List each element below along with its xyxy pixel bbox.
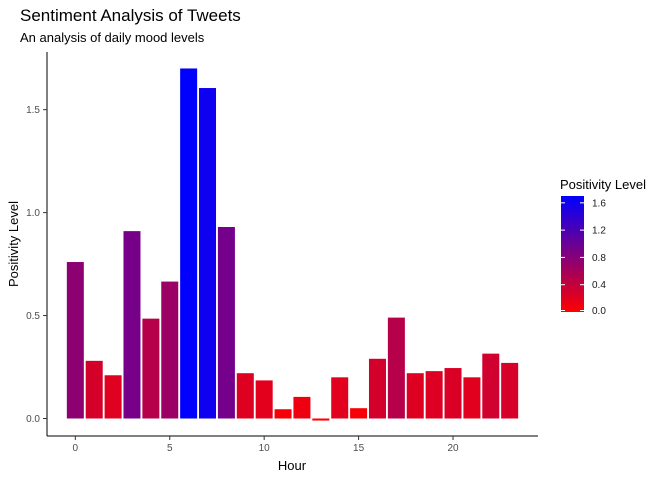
bar-hour-2 (104, 375, 122, 419)
bar-hour-4 (142, 318, 160, 419)
bar-hour-13 (312, 418, 330, 421)
chart-title: Sentiment Analysis of Tweets (20, 6, 241, 25)
y-tick-label: 1.0 (26, 208, 40, 219)
bar-hour-22 (482, 353, 500, 419)
bar-hour-15 (350, 408, 368, 419)
bar-hour-17 (387, 317, 405, 419)
bar-hour-10 (255, 380, 273, 419)
colorbar-label: 0.8 (592, 253, 606, 264)
colorbar-label: 1.2 (592, 226, 606, 237)
bar-hour-23 (501, 362, 519, 419)
bar-hour-1 (85, 360, 103, 419)
colorbar-label: 0.4 (592, 280, 606, 291)
bar-hour-6 (180, 68, 198, 419)
bar-hour-7 (199, 88, 217, 419)
y-tick-label: 1.5 (26, 105, 40, 116)
bar-hour-5 (161, 281, 179, 419)
colorbar-label: 1.6 (592, 198, 606, 209)
colorbar-legend: Positivity Level 0.0 0.4 0.8 1.2 1.6 (560, 177, 646, 317)
bar-hour-3 (123, 231, 141, 419)
bar-hour-20 (444, 368, 462, 419)
bar-hour-12 (293, 396, 311, 419)
bar-hour-18 (406, 373, 424, 419)
legend-title: Positivity Level (560, 177, 646, 192)
bar-hour-11 (274, 409, 292, 419)
y-axis-title: Positivity Level (6, 201, 21, 287)
colorbar-label: 0.0 (592, 306, 606, 317)
x-axis-title: Hour (278, 458, 307, 473)
x-axis-ticks: 0 5 10 15 20 (73, 436, 459, 454)
y-tick-label: 0.0 (26, 414, 40, 425)
chart-subtitle: An analysis of daily mood levels (20, 30, 205, 45)
bar-hour-8 (217, 227, 235, 419)
x-tick-label: 5 (167, 443, 173, 454)
bar-hour-19 (425, 371, 443, 419)
x-tick-label: 20 (447, 443, 459, 454)
x-tick-label: 10 (259, 443, 271, 454)
bar-hour-21 (463, 377, 481, 419)
bar-hour-16 (368, 358, 386, 419)
bar-hour-14 (331, 377, 349, 419)
y-tick-label: 0.5 (26, 311, 40, 322)
x-tick-label: 15 (353, 443, 365, 454)
colorbar-ticks: 0.0 0.4 0.8 1.2 1.6 (561, 198, 606, 317)
x-tick-label: 0 (73, 443, 79, 454)
bars-group (66, 68, 519, 421)
bar-hour-0 (66, 262, 84, 419)
bar-hour-9 (236, 373, 254, 419)
y-axis-ticks: 0.0 0.5 1.0 1.5 (26, 105, 47, 425)
colorbar (561, 196, 584, 312)
